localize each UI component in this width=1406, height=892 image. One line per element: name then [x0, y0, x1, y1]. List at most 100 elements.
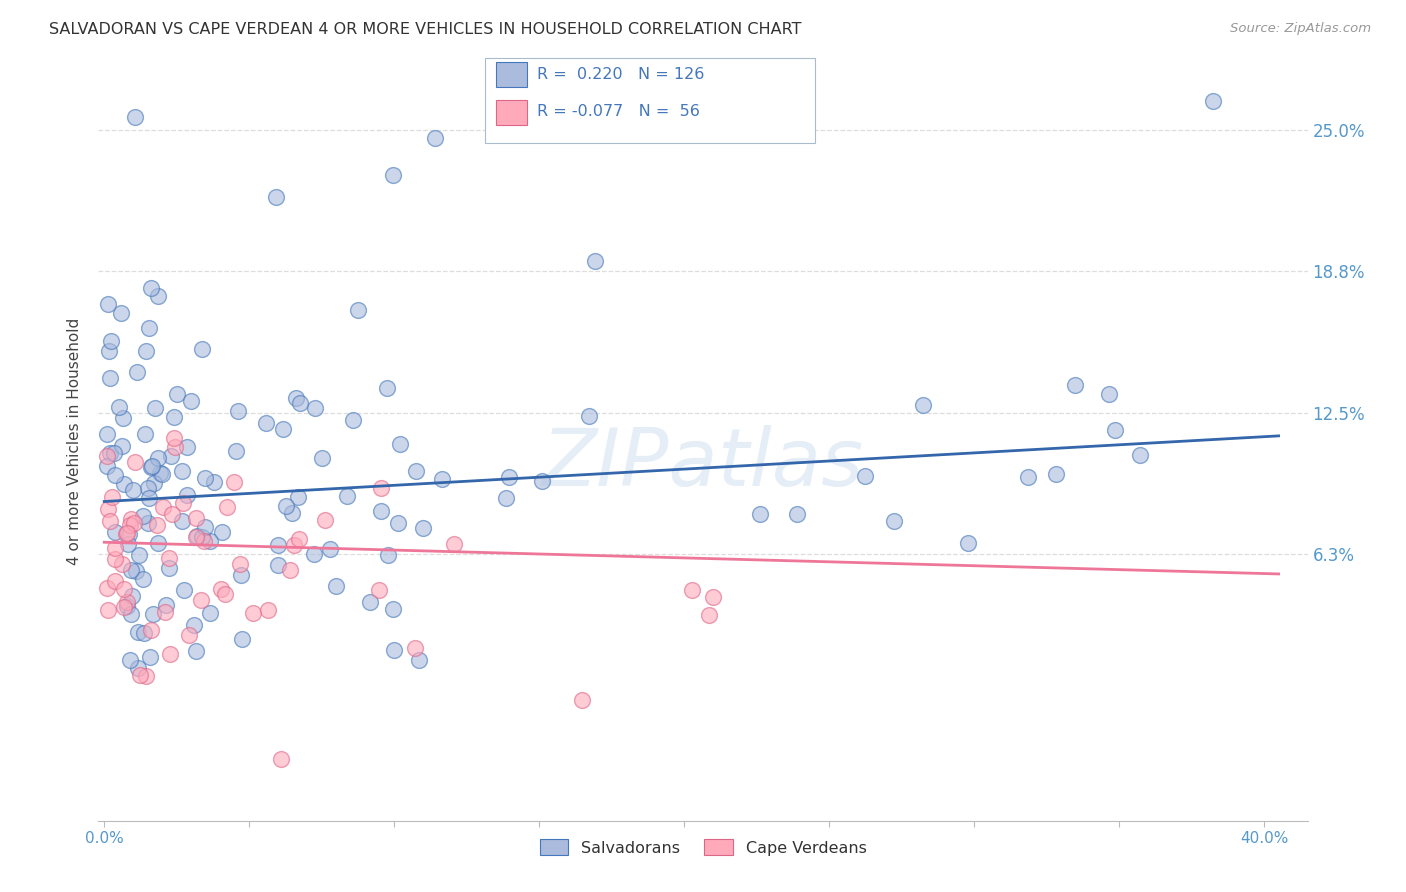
- Point: [186, 511, 208, 525]
- Point: [120, 517, 142, 532]
- Point: [115, 599, 138, 614]
- Point: [134, 427, 156, 442]
- Point: [103, 525, 125, 540]
- Point: [170, 514, 193, 528]
- Point: [342, 413, 364, 427]
- Point: [104, 551, 127, 566]
- Point: [956, 535, 979, 549]
- Point: [98, 445, 121, 459]
- Point: [159, 647, 181, 661]
- Point: [186, 530, 208, 544]
- Point: [120, 607, 142, 621]
- Point: [200, 534, 222, 549]
- Point: [583, 254, 606, 268]
- Point: [183, 618, 205, 632]
- Point: [443, 537, 465, 551]
- Point: [179, 627, 201, 641]
- Point: [152, 500, 174, 515]
- Point: [377, 548, 399, 562]
- Point: [359, 595, 381, 609]
- Point: [107, 400, 129, 414]
- Point: [101, 491, 124, 505]
- Point: [302, 547, 325, 561]
- Point: [122, 516, 145, 530]
- Point: [389, 437, 412, 451]
- Point: [408, 653, 430, 667]
- Point: [214, 587, 236, 601]
- Point: [375, 381, 398, 395]
- Point: [138, 491, 160, 505]
- Point: [120, 512, 142, 526]
- Point: [96, 581, 118, 595]
- Point: [121, 590, 143, 604]
- Point: [128, 668, 150, 682]
- Point: [136, 516, 159, 530]
- Point: [125, 564, 148, 578]
- Point: [222, 475, 245, 489]
- Point: [194, 471, 217, 485]
- Point: [530, 475, 553, 489]
- Point: [284, 391, 307, 405]
- Point: [498, 470, 520, 484]
- Point: [367, 583, 389, 598]
- Point: [264, 189, 287, 203]
- Point: [231, 632, 253, 646]
- Point: [304, 401, 326, 415]
- Point: [883, 514, 905, 528]
- Point: [202, 475, 225, 489]
- Point: [229, 567, 252, 582]
- Point: [98, 515, 121, 529]
- Text: R =  0.220   N = 126: R = 0.220 N = 126: [537, 67, 704, 81]
- Point: [267, 538, 290, 552]
- Point: [191, 342, 214, 356]
- Point: [226, 404, 249, 418]
- Point: [160, 507, 183, 521]
- Point: [138, 321, 160, 335]
- Point: [104, 541, 127, 555]
- Point: [702, 590, 724, 604]
- Point: [853, 468, 876, 483]
- Point: [120, 652, 142, 666]
- Point: [146, 289, 169, 303]
- Point: [139, 281, 162, 295]
- Point: [153, 605, 176, 619]
- Point: [314, 513, 336, 527]
- Point: [412, 521, 434, 535]
- Point: [150, 467, 173, 481]
- Point: [139, 624, 162, 638]
- Point: [186, 529, 208, 543]
- Point: [149, 466, 172, 480]
- Point: [1202, 94, 1225, 108]
- Point: [405, 465, 427, 479]
- Point: [176, 440, 198, 454]
- Point: [127, 624, 149, 639]
- Point: [112, 599, 135, 614]
- Point: [155, 598, 177, 612]
- Point: [146, 536, 169, 550]
- Point: [115, 526, 138, 541]
- Point: [370, 504, 392, 518]
- Point: [132, 572, 155, 586]
- Point: [229, 558, 252, 572]
- Point: [165, 440, 187, 454]
- Point: [128, 549, 150, 563]
- Point: [97, 296, 120, 310]
- Point: [194, 520, 217, 534]
- Point: [172, 496, 194, 510]
- Point: [146, 517, 169, 532]
- Point: [143, 401, 166, 415]
- Point: [200, 607, 222, 621]
- Point: [163, 431, 186, 445]
- Point: [124, 110, 146, 124]
- Point: [382, 602, 405, 616]
- Point: [124, 455, 146, 469]
- Y-axis label: 4 or more Vehicles in Household: 4 or more Vehicles in Household: [67, 318, 83, 566]
- Point: [135, 344, 157, 359]
- Point: [97, 502, 120, 516]
- Point: [288, 396, 311, 410]
- Point: [256, 602, 278, 616]
- Point: [191, 530, 214, 544]
- Point: [267, 558, 290, 572]
- Point: [283, 538, 305, 552]
- Point: [163, 409, 186, 424]
